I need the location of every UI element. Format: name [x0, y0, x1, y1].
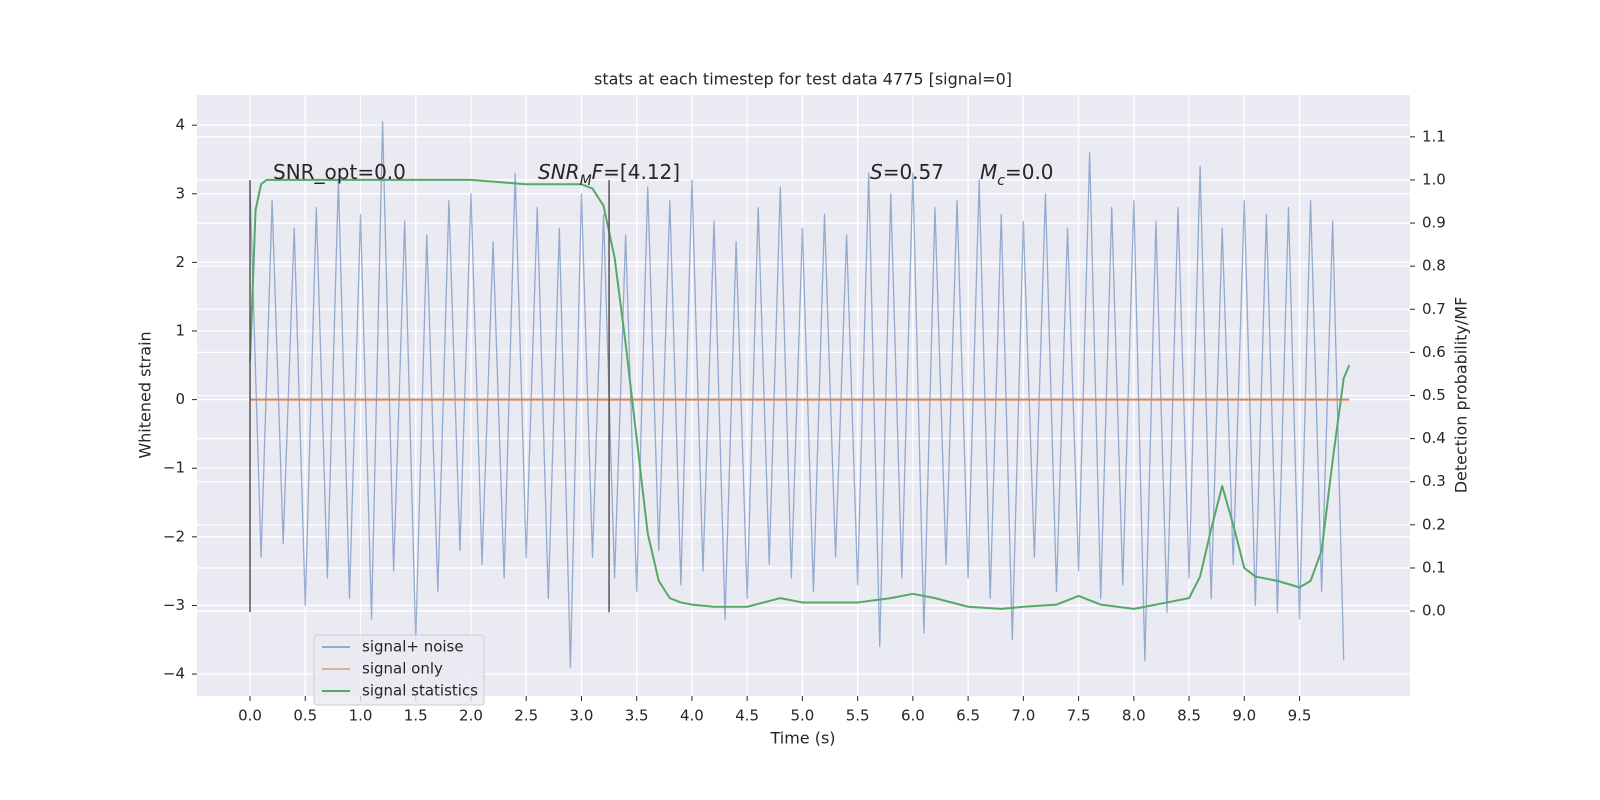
x-tick-label: 1.5	[404, 707, 428, 725]
y-tick-label: 4	[175, 116, 185, 134]
x-axis-label: Time (s)	[769, 729, 835, 748]
y-tick-label: −1	[163, 459, 185, 477]
annotation: S=0.57	[870, 160, 944, 184]
annotation-part: M	[980, 160, 997, 184]
x-tick-label: 4.5	[735, 707, 759, 725]
x-tick-label: 7.0	[1011, 707, 1035, 725]
y-tick-label: −4	[163, 665, 185, 683]
x-tick-label: 7.5	[1067, 707, 1091, 725]
x-tick-label: 0.5	[293, 707, 317, 725]
x-tick-label: 2.5	[514, 707, 538, 725]
x-tick-label: 5.0	[790, 707, 814, 725]
annotation-part: S	[870, 160, 883, 184]
y2-tick-label: 0.8	[1422, 257, 1446, 275]
x-tick-label: 5.5	[846, 707, 870, 725]
series-line	[249, 121, 1345, 668]
annotation-part: SNR_opt=0.0	[273, 160, 406, 184]
y-axis-label: Whitened strain	[136, 331, 155, 458]
annotation-part: c	[997, 173, 1005, 189]
chart-title: stats at each timestep for test data 477…	[594, 70, 1012, 89]
annotation: SNR_opt=0.0	[273, 160, 406, 184]
annotation: SNRMF=[4.12]	[538, 160, 680, 190]
x-tick-label: 1.0	[349, 707, 373, 725]
y-tick-label: 2	[175, 253, 185, 271]
x-tick-label: 3.5	[625, 707, 649, 725]
y2-axis-label: Detection probability/MF	[1452, 297, 1471, 494]
y2-tick-label: 1.1	[1422, 127, 1446, 145]
annotation-part: F	[592, 160, 604, 184]
x-tick-label: 9.5	[1288, 707, 1312, 725]
y2-tick-label: 1.0	[1422, 170, 1446, 188]
y-tick-label: −2	[163, 527, 185, 545]
y2-tick-label: 0.0	[1422, 602, 1446, 620]
x-tick-label: 8.0	[1122, 707, 1146, 725]
legend: signal+ noise signal only signal statistic…	[313, 634, 485, 706]
annotation-part: M	[580, 173, 592, 189]
y2-tick-label: 0.1	[1422, 558, 1446, 576]
annotation: Mc=0.0	[980, 160, 1054, 190]
legend-label: signal only	[362, 660, 443, 678]
y2-tick-label: 0.7	[1422, 300, 1446, 318]
y2-tick-label: 0.2	[1422, 515, 1446, 533]
annotation-part: SNR	[538, 160, 580, 184]
x-tick-label: 4.0	[680, 707, 704, 725]
x-tick-label: 3.0	[570, 707, 594, 725]
annotation-part: =[4.12]	[603, 160, 680, 184]
legend-label: signal+ noise	[362, 638, 464, 656]
x-tick-label: 6.5	[956, 707, 980, 725]
y-tick-label: 0	[175, 390, 185, 408]
y-tick-label: 1	[175, 322, 185, 340]
y2-tick-label: 0.6	[1422, 343, 1446, 361]
x-tick-label: 8.5	[1177, 707, 1201, 725]
legend-box	[313, 634, 485, 706]
x-tick-label: 2.0	[459, 707, 483, 725]
y2-tick-label: 0.9	[1422, 214, 1446, 232]
legend-label: signal statistics	[362, 682, 478, 700]
y2-tick-label: 0.3	[1422, 472, 1446, 490]
annotation-part: =0.57	[883, 160, 944, 184]
y2-tick-label: 0.4	[1422, 429, 1446, 447]
x-tick-label: 0.0	[238, 707, 262, 725]
y2-tick-label: 0.5	[1422, 386, 1446, 404]
y-tick-label: 3	[175, 184, 185, 202]
y-tick-label: −3	[163, 596, 185, 614]
annotation-part: =0.0	[1005, 160, 1054, 184]
x-tick-label: 6.0	[901, 707, 925, 725]
x-tick-label: 9.0	[1232, 707, 1256, 725]
series-line	[249, 178, 1351, 610]
